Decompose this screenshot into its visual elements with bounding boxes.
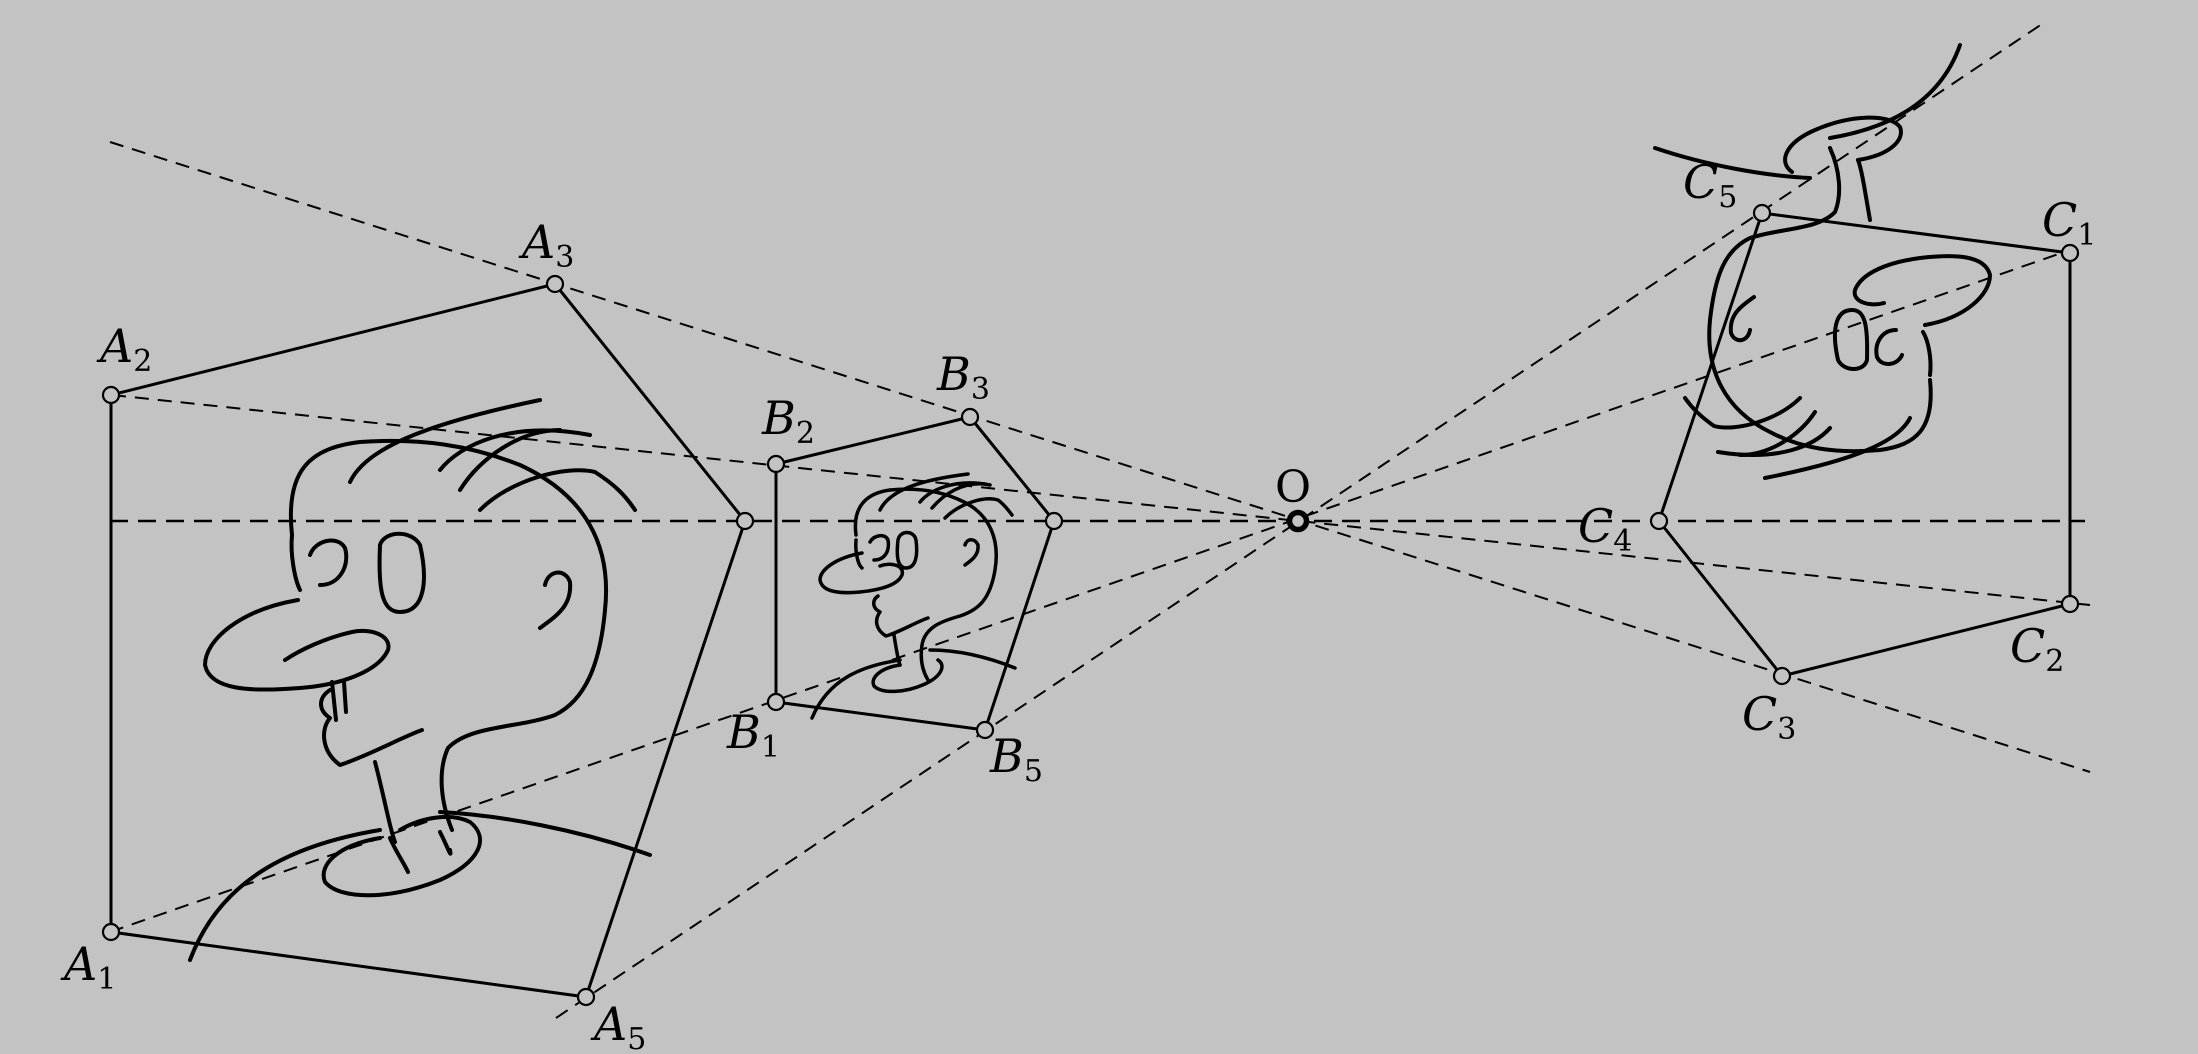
point-a1 bbox=[101, 922, 121, 942]
ray-a3 bbox=[109, 141, 2091, 773]
label-a3: A3 bbox=[518, 215, 574, 275]
point-b3 bbox=[960, 407, 980, 427]
label-b3: B3 bbox=[936, 347, 990, 407]
point-c5 bbox=[1752, 203, 1772, 223]
label-c2: C2 bbox=[2010, 619, 2064, 679]
center-label: O bbox=[1275, 462, 1311, 513]
label-a1: A1 bbox=[60, 937, 116, 997]
label-c1: C1 bbox=[2042, 193, 2096, 253]
point-a2 bbox=[101, 385, 121, 405]
label-c3: C3 bbox=[1742, 687, 1796, 747]
label-b2: B2 bbox=[761, 391, 815, 451]
point-markers bbox=[101, 203, 2080, 1007]
label-c5: C5 bbox=[1683, 155, 1737, 215]
point-labels: A1 A2 A3 A5 B1 B2 B3 B5 C1 C2 C3 C4 C5 bbox=[60, 155, 2096, 1054]
point-a4 bbox=[735, 511, 755, 531]
polygon-c bbox=[1657, 211, 2072, 678]
point-a5 bbox=[576, 987, 596, 1007]
point-c2 bbox=[2060, 594, 2080, 614]
polygon-b bbox=[774, 415, 1056, 732]
point-a3 bbox=[545, 274, 565, 294]
point-b2 bbox=[766, 454, 786, 474]
point-c4 bbox=[1649, 511, 1669, 531]
label-b1: B1 bbox=[726, 705, 780, 765]
ray-a2 bbox=[111, 394, 2091, 606]
label-b5: B5 bbox=[989, 729, 1043, 789]
label-a2: A2 bbox=[96, 319, 152, 379]
label-a5: A5 bbox=[590, 997, 646, 1054]
label-c4: C4 bbox=[1578, 499, 1632, 559]
point-b5 bbox=[975, 720, 995, 740]
center-point-o bbox=[1286, 509, 1310, 533]
point-c1 bbox=[2060, 243, 2080, 263]
face-drawing-c bbox=[1653, 43, 1992, 480]
polygon-a bbox=[109, 282, 747, 999]
point-c3 bbox=[1772, 666, 1792, 686]
face-drawing-a bbox=[188, 398, 652, 962]
face-drawing-b bbox=[810, 472, 1017, 720]
point-b4 bbox=[1044, 511, 1064, 531]
point-b1 bbox=[766, 692, 786, 712]
